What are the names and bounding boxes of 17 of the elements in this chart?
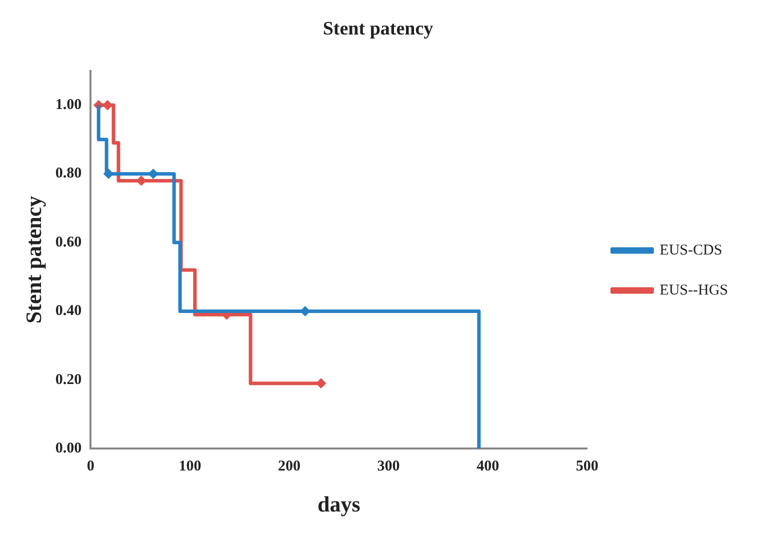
legend-label: EUS-CDS (660, 242, 722, 258)
y-tick-label: 0.20 (55, 372, 82, 388)
y-tick-label: 0.60 (55, 234, 82, 250)
y-tick-label: 0.40 (55, 303, 82, 320)
y-tick-label: 0.00 (55, 440, 82, 456)
legend-label: EUS--HGS (660, 282, 728, 298)
y-axis-title: Stent patency (20, 196, 46, 324)
x-tick-label: 200 (278, 458, 301, 474)
x-tick-label: 500 (576, 458, 598, 474)
x-tick-label: 400 (476, 458, 500, 474)
x-axis-title: days (318, 491, 361, 516)
x-tick-label: 0 (86, 458, 94, 474)
x-tick-label: 300 (377, 458, 400, 474)
y-tick-label: 0.80 (55, 166, 82, 182)
y-tick-label: 1.00 (55, 97, 82, 114)
chart-title: Stent patency (322, 18, 434, 40)
x-tick-label: 100 (178, 458, 202, 474)
